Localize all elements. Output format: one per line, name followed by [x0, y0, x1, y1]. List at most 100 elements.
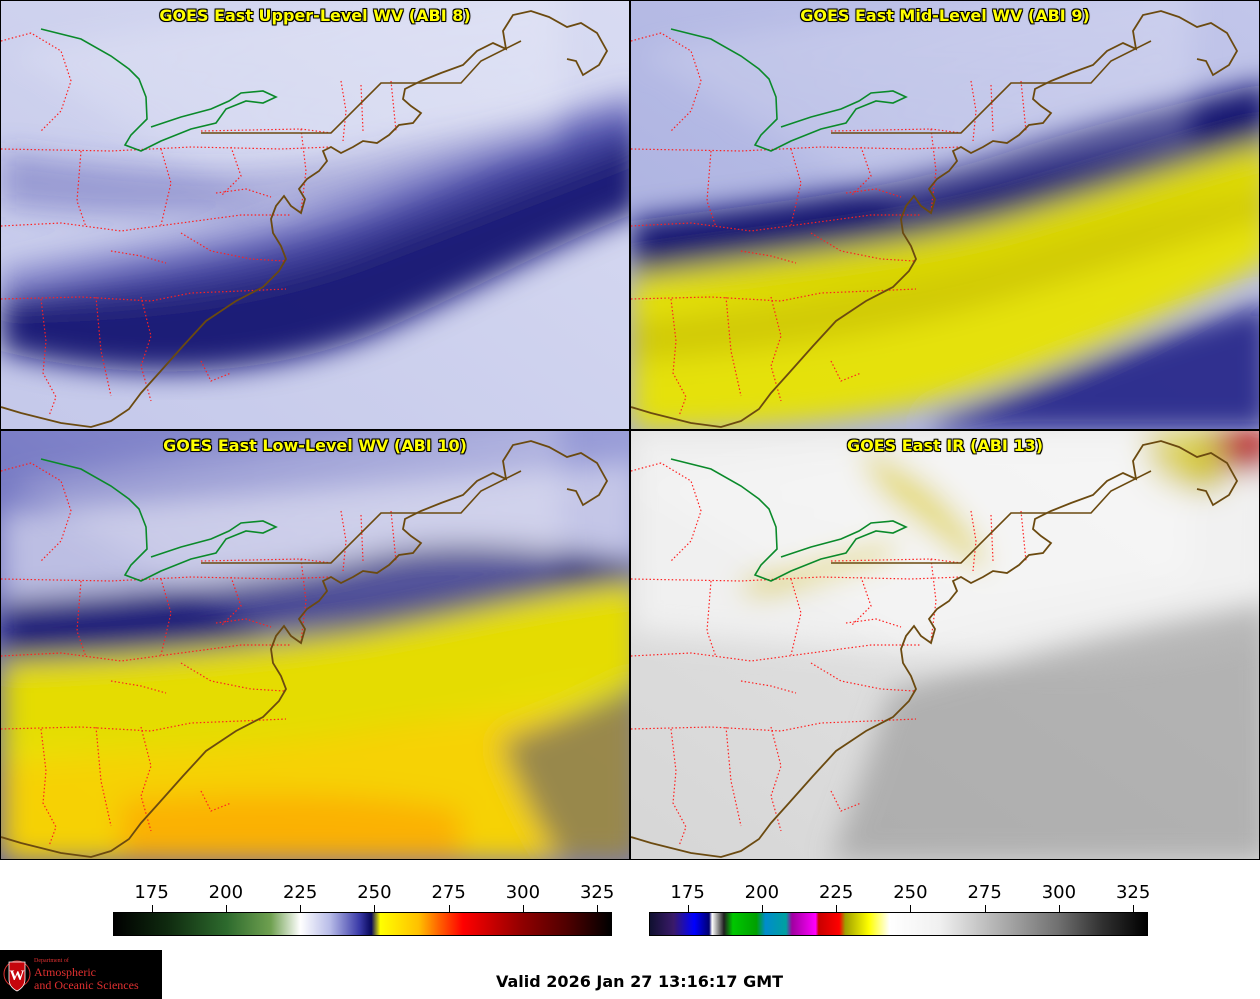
tick-mark [910, 905, 912, 912]
state-border [215, 188, 272, 198]
state-border [850, 576, 872, 627]
logo-department: Department of [34, 958, 69, 964]
cloud-streak [169, 76, 562, 156]
cloud-streak [50, 434, 562, 514]
state-border [160, 148, 172, 226]
coastline [1, 440, 609, 858]
cloud-streak [859, 112, 1192, 192]
cloud-streaks [650, 431, 1193, 640]
state-border [390, 80, 397, 132]
valid-time: Valid 2026 Jan 27 13:16:17 GMT [496, 972, 784, 991]
state-border [740, 250, 797, 264]
state-borders [1, 462, 397, 847]
cloud-streak [709, 22, 1192, 102]
state-border [790, 148, 802, 226]
state-border [110, 680, 167, 694]
state-border [845, 618, 902, 628]
cloud-streak [829, 94, 1192, 174]
imagery-band [501, 686, 629, 859]
satellite-map [631, 431, 1259, 859]
cloud-streak [79, 452, 562, 532]
tick-mark [597, 905, 599, 912]
panel-mid-level-wv: GOES East Mid-Level WV (ABI 9) [630, 0, 1260, 430]
coastline [631, 10, 1239, 428]
state-borders [631, 462, 1027, 847]
tick-mark [687, 905, 689, 912]
logo-letter: W [10, 968, 25, 984]
tick-mark [225, 905, 227, 912]
cloud-streak [109, 40, 562, 120]
state-border [631, 462, 702, 562]
state-borders [1, 32, 397, 417]
state-border [360, 84, 364, 132]
state-border [220, 146, 242, 197]
state-borders [631, 32, 1027, 417]
state-border [1, 576, 332, 582]
imagery-band [831, 603, 1259, 859]
cloud-streak [769, 58, 1192, 138]
tick-label: 325 [579, 882, 615, 903]
state-border [390, 510, 397, 562]
satellite-map [1, 431, 629, 859]
cloud-streak [109, 470, 562, 550]
cloud-streak [139, 58, 562, 138]
state-border [110, 250, 167, 264]
state-border [990, 84, 994, 132]
state-border [140, 296, 152, 402]
tick-label: 250 [357, 882, 392, 903]
logo-line1: Atmospheric [34, 965, 96, 979]
tick-label: 275 [967, 882, 1002, 903]
tick-label: 275 [431, 882, 466, 903]
state-border [1, 288, 287, 302]
cloud-streak [50, 4, 562, 84]
imagery-band [1, 94, 629, 301]
cloud-streaks [20, 431, 563, 640]
tick-mark [836, 905, 838, 912]
international-border [201, 470, 522, 564]
coastline [631, 440, 1239, 858]
state-border [670, 298, 687, 417]
state-border [631, 288, 917, 302]
international-border [201, 40, 522, 134]
state-border [990, 514, 994, 562]
cloud-streak [79, 22, 562, 102]
state-border [1020, 510, 1027, 562]
state-border [830, 790, 862, 812]
tick-mark [300, 905, 302, 912]
state-border [1, 462, 72, 562]
tick-label: 225 [818, 882, 854, 903]
imagery-band [1211, 431, 1259, 471]
state-border [830, 360, 862, 382]
state-border [160, 578, 172, 656]
cloud-streak [259, 130, 563, 210]
tick-mark [761, 905, 763, 912]
state-border [850, 146, 872, 197]
state-border [40, 728, 57, 847]
cloud-streak [199, 94, 562, 174]
cloud-streak [259, 560, 563, 640]
state-border [200, 360, 232, 382]
tick-label: 250 [893, 882, 928, 903]
tick-label: 300 [505, 882, 541, 903]
cloud-streak [739, 470, 1192, 550]
cloud-streak [739, 40, 1192, 120]
tick-label: 225 [282, 882, 318, 903]
cloud-streak [229, 542, 562, 622]
cloud-streak [889, 130, 1193, 210]
state-border [740, 680, 797, 694]
state-border [631, 32, 702, 132]
state-border [631, 576, 962, 582]
tick-mark [1133, 905, 1135, 912]
state-border [40, 298, 57, 417]
state-border [360, 514, 364, 562]
ir-colorbar [649, 912, 1148, 936]
state-border [215, 618, 272, 628]
state-border [1020, 80, 1027, 132]
great-lakes-boundary [40, 28, 278, 152]
tick-label: 175 [670, 882, 705, 903]
cloud-streak [680, 434, 1192, 514]
international-border [831, 470, 1152, 564]
panel-ir: GOES East IR (ABI 13) [630, 430, 1260, 860]
cloud-streak [650, 431, 1154, 496]
tick-mark [984, 905, 986, 912]
